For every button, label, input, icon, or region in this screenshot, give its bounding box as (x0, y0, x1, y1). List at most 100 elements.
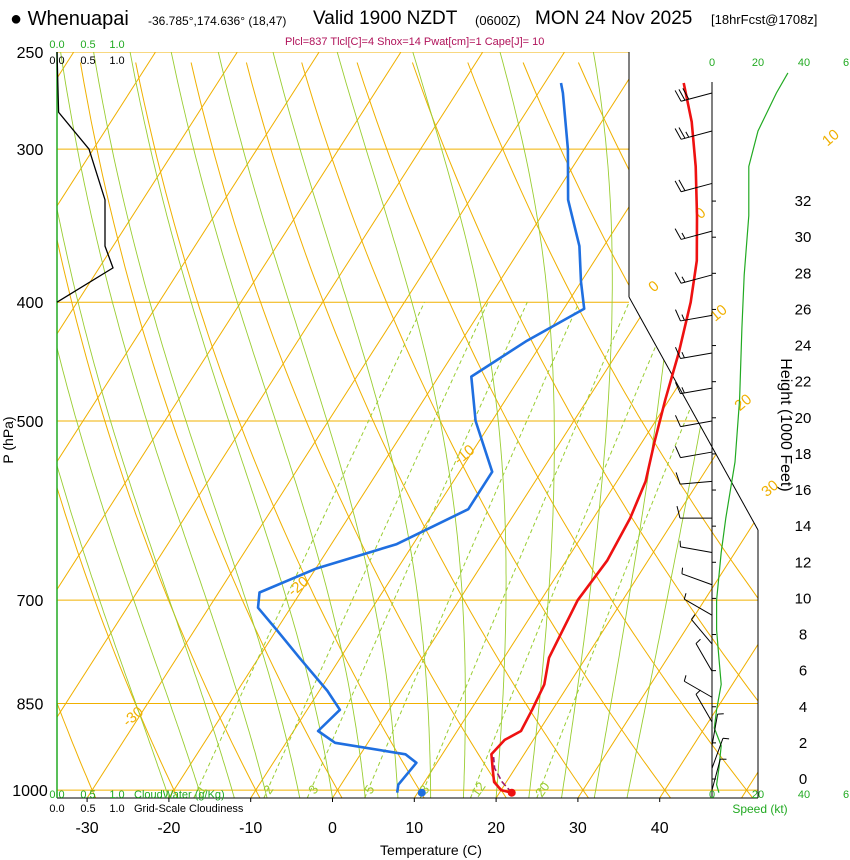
height-tick-label: 26 (795, 301, 812, 318)
dry-adiabat (301, 62, 672, 798)
wind-barb-staff (711, 759, 721, 791)
height-tick-label: 30 (795, 229, 812, 246)
mixing-ratio-label: 2 (260, 782, 276, 797)
isotherm-label: 10 (707, 301, 731, 325)
wind-barb-half-flag (695, 638, 701, 644)
wind-barb (711, 713, 724, 746)
wind-barb-staff (695, 643, 713, 672)
dry-adiabat (57, 62, 261, 798)
wind-barb (674, 179, 713, 193)
cloudiness-tick-bottom: 1.0 (109, 803, 124, 815)
speed-tick-top: 40 (798, 57, 810, 69)
height-tick-label: 28 (795, 265, 812, 282)
temperature-tick-label: -30 (76, 820, 99, 837)
wind-barb-staff (684, 598, 713, 616)
pressure-axis-label: P (hPa) (0, 416, 16, 463)
dry-adiabat (135, 62, 425, 798)
wind-barb-staff (680, 274, 713, 284)
moist-adiabat (57, 52, 235, 798)
wind-barb-flag (678, 127, 686, 139)
cloud-water-tick-top: 0.0 (49, 39, 64, 51)
pressure-tick-label: 400 (17, 295, 44, 312)
wind-barb (674, 382, 713, 395)
moist-adiabat (272, 52, 432, 798)
wind-barb (674, 415, 713, 428)
moist-adiabat (499, 52, 555, 798)
isotherm-line (57, 52, 156, 798)
wind-barb (695, 638, 713, 672)
wind-barb-staff (680, 546, 713, 553)
height-tick-label: 32 (795, 193, 812, 210)
cloudiness-profile (56, 51, 114, 303)
wind-barb-flag (674, 415, 681, 427)
dewpoint-profile (256, 82, 586, 793)
speed-tick-top: 6 (843, 57, 849, 69)
wind-speed-profile (713, 72, 789, 793)
isotherm-line (57, 52, 320, 798)
isotherm-line (659, 52, 758, 798)
wind-barb-half-flag (681, 351, 685, 359)
height-tick-label: 24 (795, 338, 812, 355)
wind-barb (711, 737, 730, 769)
mixing-ratio-label: 20 (532, 779, 553, 799)
mixing-ratio-line (306, 301, 528, 798)
dry-adiabat (356, 62, 754, 798)
wind-barb-half-flag (681, 232, 686, 239)
moist-adiabat (57, 52, 203, 798)
wind-barb-flag (674, 382, 681, 394)
wind-barb-half-flag (681, 314, 685, 321)
mixing-ratio-line (364, 301, 580, 798)
wind-barb-half-flag (695, 689, 701, 695)
isotherm-label: -10 (451, 441, 479, 468)
temperature-tick-label: 40 (651, 820, 669, 837)
surface-dewpoint-marker (417, 788, 426, 797)
station-dot-icon: ● (10, 8, 23, 30)
moist-adiabat (217, 52, 399, 798)
isotherm-line (413, 52, 758, 798)
wind-barb (674, 272, 713, 284)
surface-temperature-marker (507, 788, 516, 797)
wind-barb-flag (674, 228, 682, 240)
height-tick-label: 10 (795, 590, 812, 607)
moist-adiabat (336, 52, 466, 798)
wind-barb-flag (674, 90, 682, 102)
dry-adiabat (633, 62, 758, 798)
wind-barb-half-flag (681, 276, 686, 283)
moist-adiabat (60, 52, 268, 798)
forecast-info: [18hrFcst@1708z] (711, 12, 818, 27)
dry-adiabat (190, 62, 507, 798)
dry-adiabat (245, 62, 589, 798)
wind-barb-staff (680, 130, 713, 140)
wind-barb-flag (674, 272, 682, 284)
isotherm-label: 10 (819, 126, 843, 150)
isotherm-line (332, 52, 758, 798)
wind-barb-staff (684, 680, 713, 698)
dry-adiabat (577, 62, 758, 798)
sounding-lines (256, 82, 699, 794)
mixing-ratio-line (263, 301, 489, 798)
cloud-water-tick-top: 0.5 (80, 39, 95, 51)
wind-barb-half-flag (683, 675, 687, 682)
wind-barb (675, 472, 713, 485)
station-label: Whenuapai (27, 8, 129, 30)
dry-adiabat (522, 62, 758, 798)
wind-barb-flag (674, 180, 682, 192)
height-tick-label: 0 (799, 771, 807, 788)
wind-barb-staff (695, 694, 713, 723)
cloudiness-label: Grid-Scale Cloudiness (134, 803, 244, 815)
isotherm-label: 0 (645, 277, 662, 295)
temperature-tick-label: 30 (569, 820, 587, 837)
wind-barb-half-flag (685, 131, 690, 138)
pressure-tick-label: 250 (17, 45, 44, 62)
wind-barb-staff (680, 480, 713, 485)
pressure-tick-label: 700 (17, 593, 44, 610)
isotherm-label: 0 (692, 204, 709, 222)
wind-barb-flag (675, 472, 681, 485)
mixing-ratio-line (193, 301, 425, 798)
height-tick-label: 12 (795, 554, 812, 571)
wind-barb-staff (680, 182, 713, 193)
temperature-tick-label: 0 (328, 820, 337, 837)
cloud-water-tick-bottom: 0.0 (49, 789, 64, 801)
wind-barb (683, 675, 713, 698)
isotherm-label: 20 (731, 391, 755, 415)
